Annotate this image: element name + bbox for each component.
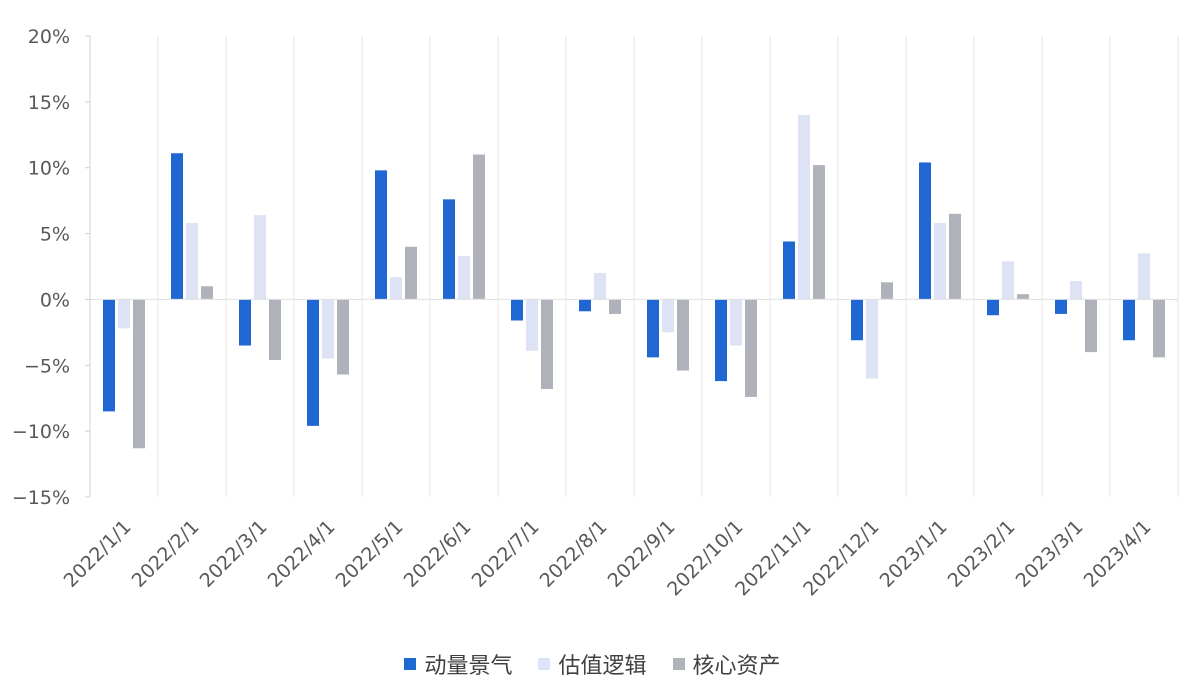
bar — [269, 299, 281, 361]
bar — [662, 299, 674, 333]
y-tick-label: 15% — [28, 92, 70, 114]
bar — [783, 241, 795, 300]
y-tick-label: 10% — [28, 158, 70, 180]
bar — [594, 273, 606, 300]
legend-swatch-1 — [538, 658, 551, 670]
bar — [133, 299, 145, 449]
bar — [443, 199, 455, 300]
bar — [813, 165, 825, 300]
bar — [103, 299, 115, 412]
x-tick-label: 2023/1/1 — [876, 516, 952, 592]
bar — [390, 277, 402, 300]
bar — [798, 115, 810, 300]
bar — [337, 299, 349, 375]
x-tick-label: 2023/4/1 — [1080, 516, 1156, 592]
legend-label-1: 估值逻辑 — [558, 654, 647, 679]
bar — [745, 299, 757, 397]
bar — [186, 223, 198, 300]
legend-label-0: 动量景气 — [424, 654, 513, 679]
bar — [919, 162, 931, 300]
bar — [473, 154, 485, 300]
bar — [1123, 299, 1135, 341]
legend-swatch-2 — [672, 658, 685, 670]
axes: −15% −10% −5% 0% 5% 10% 15% 20% 2022/1/12022/2/1… — [12, 26, 1178, 600]
bar — [987, 299, 999, 316]
x-tick-label: 2022/1/1 — [60, 516, 136, 592]
legend: 动量景气 估值逻辑 核心资产 — [0, 648, 1185, 680]
x-tick-label: 2022/3/1 — [196, 516, 272, 592]
bar — [881, 282, 893, 300]
bar — [307, 299, 319, 426]
bar — [201, 286, 213, 300]
bar — [1002, 261, 1014, 300]
bar — [1085, 299, 1097, 353]
bar — [1070, 280, 1082, 300]
legend-item-1: 估值逻辑 — [538, 648, 647, 680]
y-tick-label: −15% — [12, 487, 70, 509]
bar — [171, 153, 183, 300]
legend-label-2: 核心资产 — [692, 654, 781, 679]
x-tick-label: 2022/6/1 — [400, 516, 476, 592]
legend-item-2: 核心资产 — [672, 648, 781, 680]
bar — [239, 299, 251, 346]
bar — [405, 246, 417, 300]
bar — [677, 299, 689, 371]
x-tick-label: 2022/4/1 — [264, 516, 340, 592]
x-tick-label: 2022/2/1 — [128, 516, 204, 592]
bar — [851, 299, 863, 341]
bar — [118, 299, 130, 329]
bar — [609, 299, 621, 314]
bar — [254, 215, 266, 300]
bar — [715, 299, 727, 382]
x-tick-label: 2023/3/1 — [1012, 516, 1088, 592]
bar — [375, 170, 387, 300]
grid-lines — [157, 36, 1179, 497]
bar — [1138, 253, 1150, 300]
y-tick-label: 20% — [28, 26, 70, 48]
bars — [103, 115, 1165, 449]
bar — [458, 255, 470, 300]
bar — [1153, 299, 1165, 358]
bar — [322, 299, 334, 359]
bar — [949, 213, 961, 300]
bar — [647, 299, 659, 358]
x-tick-label: 2023/2/1 — [944, 516, 1020, 592]
bar — [541, 299, 553, 389]
legend-item-0: 动量景气 — [404, 648, 512, 680]
bar — [730, 299, 742, 346]
y-tick-label: −5% — [24, 355, 70, 377]
bar — [511, 299, 523, 321]
legend-swatch-0 — [404, 658, 417, 670]
bar — [1055, 299, 1067, 314]
x-tick-label: 2022/8/1 — [536, 516, 612, 592]
y-tick-label: 5% — [40, 224, 70, 246]
bar — [526, 299, 538, 351]
y-tick-label: 0% — [40, 289, 70, 311]
x-tick-label: 2022/7/1 — [468, 516, 544, 592]
x-tick-label: 2022/5/1 — [332, 516, 408, 592]
bar — [934, 223, 946, 300]
y-tick-label: −10% — [12, 421, 70, 443]
bar — [866, 299, 878, 379]
bar — [1017, 294, 1029, 300]
bar — [579, 299, 591, 312]
